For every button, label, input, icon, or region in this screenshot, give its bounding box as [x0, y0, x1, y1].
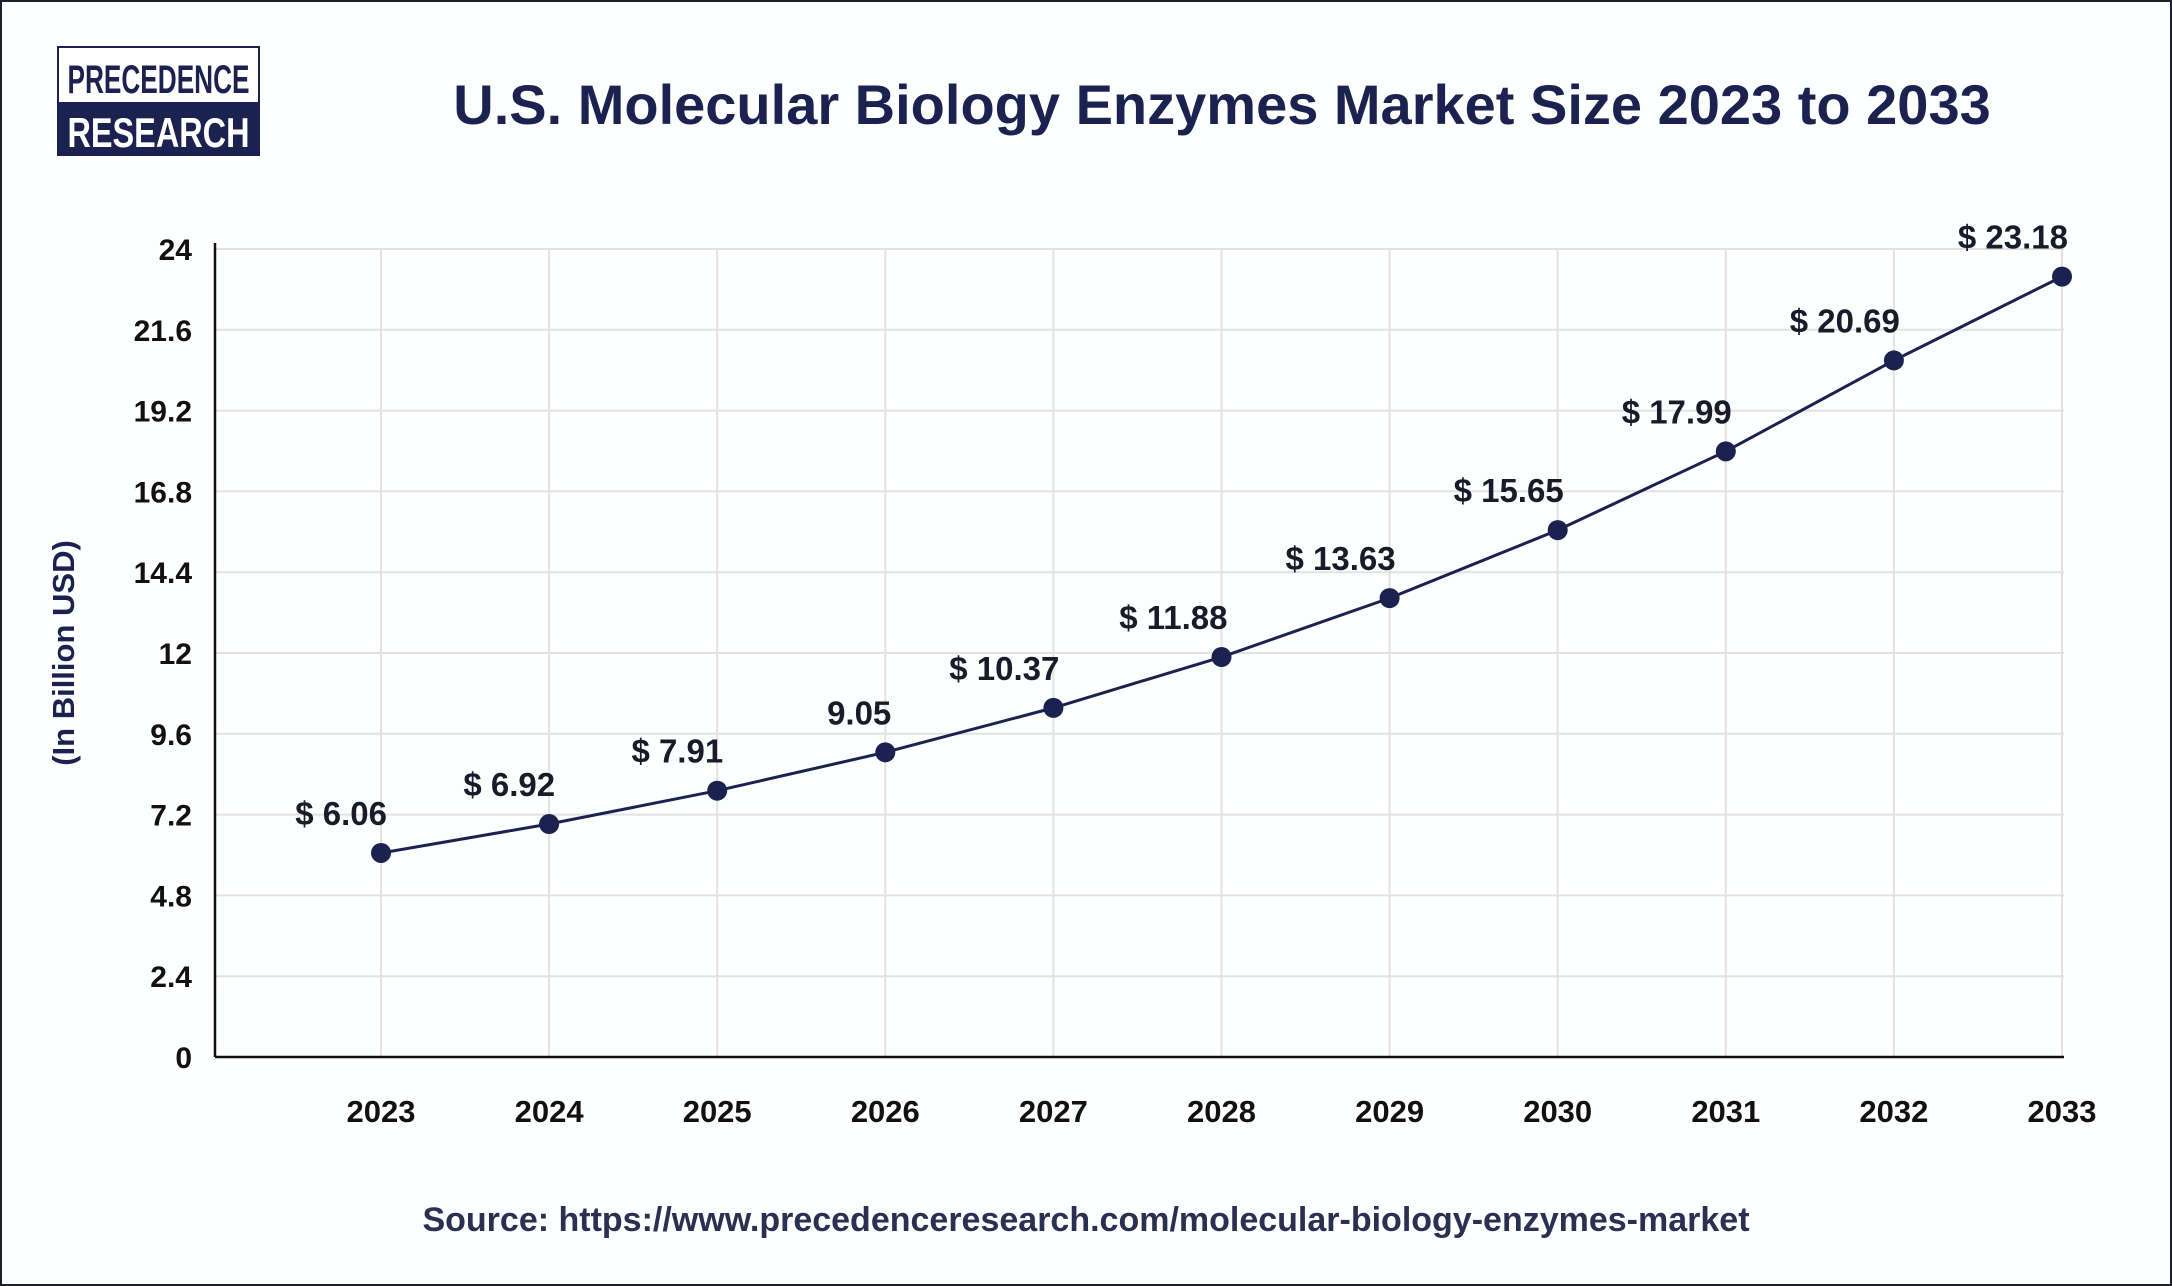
- y-tick-label: 14.4: [134, 557, 193, 590]
- data-point: [1547, 520, 1568, 541]
- data-label: $ 10.37: [949, 650, 1059, 687]
- x-tick-label: 2033: [2028, 1094, 2097, 1129]
- logo-line2: RESEARCH: [68, 109, 250, 156]
- y-axis-label: (In Billion USD): [46, 540, 81, 766]
- y-tick-label: 0: [175, 1042, 192, 1075]
- x-tick-label: 2028: [1187, 1094, 1256, 1129]
- y-tick-label: 4.8: [150, 880, 192, 913]
- y-tick-label: 24: [159, 234, 193, 267]
- y-tick-label: 21.6: [134, 315, 192, 348]
- data-label: $ 17.99: [1622, 393, 1732, 430]
- y-tick-label: 19.2: [134, 396, 192, 429]
- x-tick-label: 2032: [1859, 1094, 1928, 1129]
- source-text: Source: https://www.precedenceresearch.c…: [422, 1201, 1749, 1239]
- data-point: [1211, 647, 1232, 668]
- y-tick-label: 9.6: [150, 719, 192, 752]
- data-label: $ 6.06: [295, 795, 387, 832]
- data-point: [371, 842, 391, 863]
- data-point: [875, 742, 896, 763]
- data-label: 9.05: [827, 694, 891, 731]
- y-tick-label: 7.2: [150, 800, 192, 833]
- x-tick-label: 2027: [1019, 1094, 1088, 1129]
- y-tick-label: 16.8: [134, 476, 192, 509]
- data-point: [539, 814, 560, 835]
- data-point: [1883, 350, 1904, 371]
- data-label: $ 23.18: [1958, 219, 2068, 256]
- x-tick-label: 2026: [851, 1094, 920, 1129]
- y-tick-label: 2.4: [150, 961, 192, 994]
- x-tick-label: 2031: [1691, 1094, 1760, 1129]
- x-tick-label: 2029: [1355, 1094, 1424, 1129]
- x-tick-label: 2023: [347, 1094, 416, 1129]
- chart-title: U.S. Molecular Biology Enzymes Market Si…: [453, 73, 1990, 136]
- logo-line1: PRECEDENCE: [68, 58, 250, 102]
- x-tick-label: 2024: [515, 1094, 585, 1129]
- data-point: [1379, 588, 1400, 609]
- data-label: $ 6.92: [463, 766, 555, 803]
- logo: PRECEDENCE RESEARCH: [57, 46, 260, 156]
- data-label: $ 15.65: [1454, 472, 1564, 509]
- data-label: $ 11.88: [1119, 599, 1227, 636]
- data-label: $ 20.69: [1790, 302, 1900, 339]
- x-tick-label: 2030: [1523, 1094, 1592, 1129]
- data-label: $ 7.91: [631, 733, 723, 770]
- x-tick-label: 2025: [683, 1094, 752, 1129]
- data-point: [1043, 697, 1064, 718]
- data-point: [1715, 441, 1736, 462]
- data-point: [707, 780, 728, 801]
- y-tick-label: 12: [159, 638, 192, 671]
- data-label: $ 13.63: [1285, 540, 1395, 577]
- data-point: [2052, 266, 2072, 287]
